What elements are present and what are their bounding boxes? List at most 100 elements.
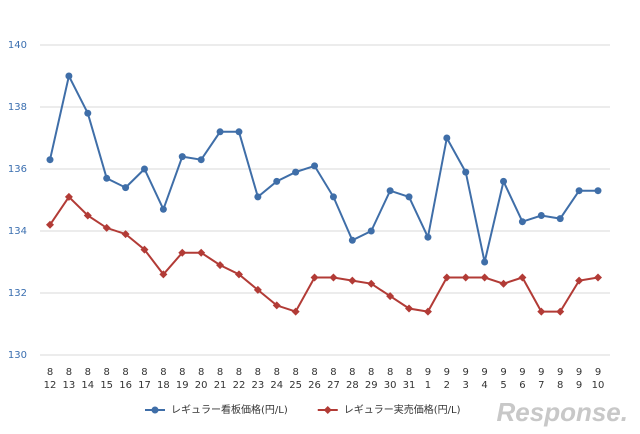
- point: [480, 273, 489, 282]
- x-tick-label: 8: [122, 367, 128, 378]
- point: [311, 162, 319, 170]
- x-tick-label: 1: [425, 380, 431, 391]
- x-tick-label: 5: [500, 380, 506, 391]
- x-tick-label: 19: [176, 380, 189, 391]
- point: [575, 276, 584, 285]
- x-tick-label: 9: [463, 367, 469, 378]
- x-tick-label: 8: [387, 367, 393, 378]
- point: [386, 292, 395, 301]
- point: [178, 153, 186, 161]
- y-tick-label: 132: [8, 288, 27, 299]
- point: [64, 192, 73, 201]
- point: [216, 128, 224, 136]
- x-tick-label: 15: [100, 380, 113, 391]
- point: [594, 187, 602, 195]
- point: [273, 177, 281, 185]
- x-tick-label: 12: [44, 380, 57, 391]
- x-tick-label: 16: [119, 380, 132, 391]
- point: [122, 184, 130, 192]
- x-tick-label: 25: [289, 380, 302, 391]
- point: [216, 261, 225, 270]
- point: [84, 109, 92, 117]
- point: [291, 307, 300, 316]
- x-tick-label: 24: [270, 380, 283, 391]
- y-tick-label: 130: [8, 350, 27, 361]
- x-tick-label: 8: [368, 367, 374, 378]
- point: [405, 304, 414, 313]
- point: [197, 156, 205, 164]
- series-line: [49, 73, 598, 263]
- x-tick-label: 8: [236, 367, 242, 378]
- legend-label: レギュラー看板価格(円/L): [171, 403, 288, 416]
- x-tick-label: 9: [500, 367, 506, 378]
- point: [65, 72, 73, 80]
- point: [386, 187, 394, 195]
- x-tick-label: 7: [538, 380, 544, 391]
- x-tick-label: 8: [406, 367, 412, 378]
- x-tick-label: 8: [311, 367, 317, 378]
- point: [424, 233, 432, 241]
- x-tick-label: 18: [157, 380, 170, 391]
- point: [159, 270, 168, 279]
- point: [103, 174, 111, 182]
- point: [329, 273, 338, 282]
- x-tick-label: 8: [274, 367, 280, 378]
- point: [442, 273, 451, 282]
- x-tick-label: 20: [195, 380, 208, 391]
- x-tick-label: 9: [425, 367, 431, 378]
- x-tick-label: 10: [592, 380, 605, 391]
- point: [292, 168, 300, 176]
- y-tick-label: 136: [8, 164, 27, 175]
- x-tick-label: 22: [233, 380, 246, 391]
- point: [83, 211, 92, 220]
- x-tick-label: 8: [349, 367, 355, 378]
- point: [310, 273, 319, 282]
- point: [272, 301, 281, 310]
- x-tick-label: 9: [519, 367, 525, 378]
- x-tick-label: 8: [160, 367, 166, 378]
- x-tick-label: 23: [251, 380, 264, 391]
- point: [556, 215, 564, 223]
- x-tick-label: 28: [346, 380, 359, 391]
- point: [594, 273, 602, 282]
- point: [46, 156, 54, 164]
- point: [253, 285, 262, 294]
- x-tick-label: 9: [538, 367, 544, 378]
- x-tick-label: 8: [66, 367, 72, 378]
- x-tick-label: 17: [138, 380, 151, 391]
- x-tick-label: 8: [198, 367, 204, 378]
- point: [367, 227, 375, 235]
- x-tick-label: 4: [481, 380, 487, 391]
- x-tick-label: 14: [81, 380, 94, 391]
- x-tick-label: 27: [327, 380, 340, 391]
- point: [235, 128, 243, 136]
- x-tick-label: 31: [403, 380, 416, 391]
- point: [575, 187, 583, 195]
- y-tick-label: 134: [8, 226, 27, 237]
- x-tick-label: 6: [519, 380, 525, 391]
- point: [140, 245, 149, 254]
- point: [159, 205, 167, 213]
- x-tick-label: 8: [85, 367, 91, 378]
- point: [140, 165, 148, 173]
- legend-label: レギュラー実売価格(円/L): [344, 403, 461, 416]
- point: [234, 270, 243, 279]
- x-tick-label: 26: [308, 380, 321, 391]
- x-tick-label: 9: [576, 367, 582, 378]
- point: [518, 218, 526, 226]
- point: [367, 279, 376, 288]
- point: [518, 273, 527, 282]
- point: [499, 279, 508, 288]
- x-tick-label: 9: [444, 367, 450, 378]
- x-tick-label: 29: [365, 380, 378, 391]
- watermark: Response.: [497, 397, 629, 427]
- point: [462, 168, 470, 176]
- x-tick-label: 9: [595, 367, 601, 378]
- x-tick-label: 8: [255, 367, 261, 378]
- point: [500, 177, 508, 185]
- x-tick-label: 9: [576, 380, 582, 391]
- point: [102, 223, 111, 232]
- x-tick-label: 8: [292, 367, 298, 378]
- x-tick-label: 9: [481, 367, 487, 378]
